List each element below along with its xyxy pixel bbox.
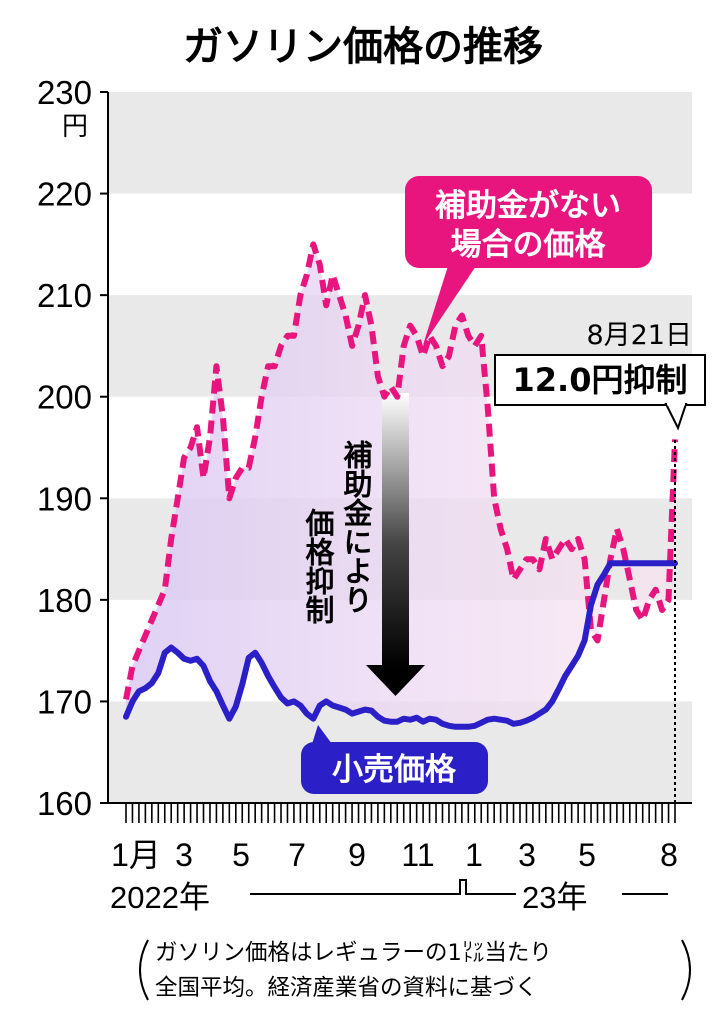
- y-tick-label: 230: [37, 74, 92, 111]
- x-month-label: 8: [660, 837, 678, 873]
- x-month-label: 5: [232, 837, 250, 873]
- suppression-label: 12.0円抑制: [513, 361, 688, 399]
- retail-label: 小売価格: [332, 752, 457, 788]
- year-labels: 2022年 23年: [110, 879, 668, 915]
- end-date-label: 8月21日: [586, 320, 692, 351]
- x-month-label: 1: [465, 837, 483, 873]
- source-note: ガソリン価格はレギュラーの1㍑当たり 全国平均。経済産業省の資料に基づく: [139, 939, 691, 1001]
- arrow-label-col2: 価格抑制: [301, 508, 336, 624]
- note-paren-right: [681, 939, 691, 1001]
- x-axis-week-ticks: [125, 803, 676, 823]
- no-subsidy-label-line2: 場合の価格: [451, 227, 607, 263]
- no-subsidy-label-line1: 補助金がない: [434, 188, 621, 224]
- y-tick-label: 200: [37, 379, 92, 416]
- note-line1: ガソリン価格はレギュラーの1㍑当たり: [155, 940, 552, 966]
- suppression-callout: 12.0円抑制: [494, 354, 706, 431]
- x-month-label: 9: [348, 837, 366, 873]
- no-subsidy-callout: 補助金がない 場合の価格: [405, 176, 652, 345]
- x-month-label: 11: [401, 837, 434, 873]
- suppression-callout-pointer: [664, 403, 688, 431]
- x-month-label: 7: [288, 837, 306, 873]
- no-subsidy-callout-box: [405, 176, 652, 268]
- no-subsidy-callout-pointer: [423, 266, 476, 345]
- x-month-labels: 1月 3 5 7 9 11 1 3 5 8: [111, 837, 678, 873]
- y-tick-label: 170: [37, 683, 92, 720]
- y-tick-label: 180: [37, 582, 92, 619]
- y-tick-label: 160: [37, 785, 92, 822]
- y-tick-label: 190: [37, 480, 92, 517]
- year-2022-label: 2022年: [110, 880, 210, 915]
- year-break-mark: [455, 879, 471, 895]
- retail-price-line: [123, 560, 678, 730]
- y-axis-unit: 円: [62, 112, 88, 142]
- x-month-label: 1月: [111, 837, 161, 873]
- subsidy-arrow: [366, 393, 425, 696]
- subsidy-arrow-head: [366, 665, 425, 696]
- x-month-label: 3: [175, 837, 193, 873]
- note-paren-left: [139, 939, 149, 1001]
- suppression-callout-box: [494, 354, 706, 406]
- x-month-label: 3: [518, 837, 536, 873]
- x-month-label: 5: [578, 837, 596, 873]
- chart-title: ガソリン価格の推移: [183, 24, 543, 70]
- retail-callout-pointer: [312, 725, 332, 744]
- subsidy-arrow-shaft: [382, 393, 409, 668]
- year-2023-label: 23年: [522, 880, 587, 915]
- note-line2: 全国平均。経済産業省の資料に基づく: [155, 975, 538, 1001]
- retail-callout: 小売価格: [301, 725, 488, 794]
- arrow-label-col1: 補助金により: [339, 440, 374, 614]
- y-axis-ticks: 160 170 180 190 200 210 220 230: [37, 74, 108, 822]
- retail-callout-box: [301, 742, 488, 794]
- y-tick-label: 210: [37, 277, 92, 314]
- y-tick-label: 220: [37, 176, 92, 213]
